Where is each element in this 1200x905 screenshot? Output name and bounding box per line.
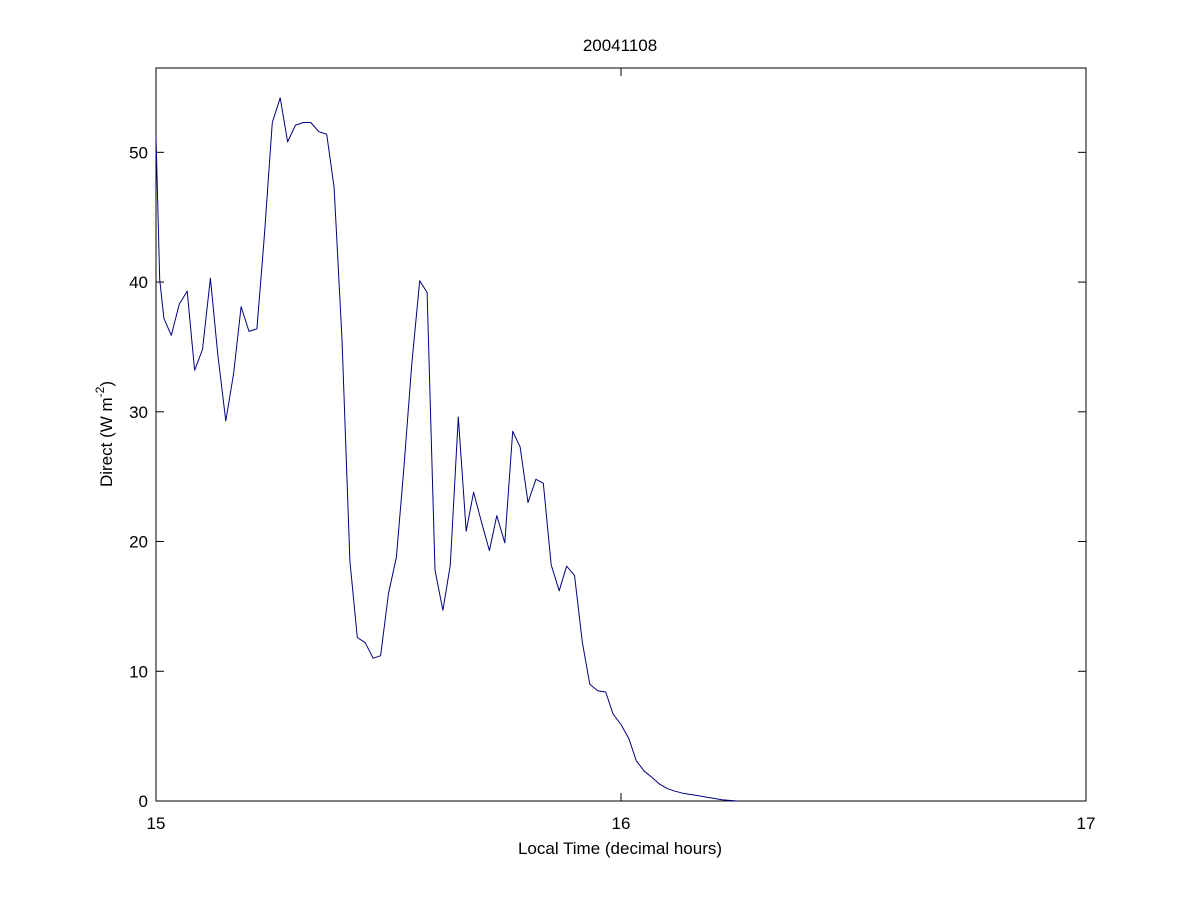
data-point xyxy=(225,420,226,421)
data-point xyxy=(559,590,560,591)
data-point xyxy=(334,187,335,188)
y-tick-label: 40 xyxy=(129,273,148,292)
data-point xyxy=(644,771,645,772)
x-tick-label: 16 xyxy=(612,814,631,833)
data-point xyxy=(202,349,203,350)
data-point xyxy=(628,738,629,739)
data-point xyxy=(171,335,172,336)
data-point xyxy=(706,797,707,798)
data-point xyxy=(621,724,622,725)
data-point xyxy=(272,122,273,123)
series-line-direct xyxy=(155,97,738,802)
data-point xyxy=(729,800,730,801)
data-point xyxy=(435,570,436,571)
data-point xyxy=(636,760,637,761)
data-point xyxy=(303,122,304,123)
data-point xyxy=(520,446,521,447)
data-point xyxy=(667,788,668,789)
data-point xyxy=(156,136,157,137)
data-point xyxy=(365,642,366,643)
data-point xyxy=(721,799,722,800)
plot-area-frame xyxy=(155,67,1087,802)
data-point xyxy=(349,561,350,562)
data-point xyxy=(419,280,420,281)
data-point xyxy=(342,339,343,340)
y-axis-label-suffix: ) xyxy=(97,381,116,387)
chart-title: 20041108 xyxy=(583,36,657,55)
y-tick-label: 50 xyxy=(129,143,148,162)
x-tick-label: 15 xyxy=(147,814,166,833)
data-point xyxy=(163,318,164,319)
data-point xyxy=(442,610,443,611)
data-point xyxy=(159,279,160,280)
data-point xyxy=(543,483,544,484)
data-point xyxy=(310,122,311,123)
data-point xyxy=(737,801,738,802)
data-point xyxy=(233,372,234,373)
data-point xyxy=(287,141,288,142)
data-point xyxy=(427,292,428,293)
data-point xyxy=(473,492,474,493)
data-point xyxy=(380,655,381,656)
data-point xyxy=(249,331,250,332)
y-tick-label: 0 xyxy=(139,792,148,811)
y-tick-label: 10 xyxy=(129,662,148,681)
x-tick-label: 17 xyxy=(1077,814,1096,833)
data-point xyxy=(256,328,257,329)
data-point xyxy=(373,658,374,659)
data-point xyxy=(458,417,459,418)
data-point xyxy=(496,515,497,516)
data-point xyxy=(403,468,404,469)
data-point xyxy=(396,557,397,558)
data-point xyxy=(217,354,218,355)
data-point xyxy=(690,794,691,795)
data-point xyxy=(682,793,683,794)
data-point xyxy=(504,542,505,543)
y-tick-label: 20 xyxy=(129,533,148,552)
data-point xyxy=(318,131,319,132)
data-point xyxy=(582,642,583,643)
data-point xyxy=(605,692,606,693)
data-point xyxy=(659,784,660,785)
data-point xyxy=(551,564,552,565)
data-point xyxy=(357,637,358,638)
data-point xyxy=(489,550,490,551)
data-point xyxy=(466,531,467,532)
data-point xyxy=(589,684,590,685)
data-point xyxy=(566,566,567,567)
data-point xyxy=(326,134,327,135)
data-point xyxy=(210,278,211,279)
data-point xyxy=(241,306,242,307)
y-tick-label: 30 xyxy=(129,403,148,422)
y-axis-label-superscript: -2 xyxy=(93,386,107,397)
data-point xyxy=(512,431,513,432)
data-point xyxy=(613,714,614,715)
y-axis-label: Direct (W m-2) xyxy=(93,381,116,487)
data-point xyxy=(194,370,195,371)
data-point xyxy=(652,777,653,778)
data-point xyxy=(574,575,575,576)
data-point xyxy=(597,690,598,691)
x-axis-label: Local Time (decimal hours) xyxy=(518,839,722,858)
data-point xyxy=(714,798,715,799)
data-point xyxy=(481,522,482,523)
x-axis-ticks: 15 16 17 xyxy=(147,68,1096,833)
data-point xyxy=(535,479,536,480)
data-point xyxy=(187,291,188,292)
data-point xyxy=(388,593,389,594)
y-axis-ticks: 0 10 20 30 40 50 xyxy=(129,143,1086,811)
data-point xyxy=(450,564,451,565)
data-point xyxy=(264,236,265,237)
data-point xyxy=(698,795,699,796)
data-point xyxy=(411,363,412,364)
data-point xyxy=(675,791,676,792)
y-axis-label-text: Direct (W m xyxy=(97,397,116,487)
data-point xyxy=(280,97,281,98)
data-point xyxy=(179,304,180,305)
data-point xyxy=(528,502,529,503)
data-point xyxy=(295,125,296,126)
